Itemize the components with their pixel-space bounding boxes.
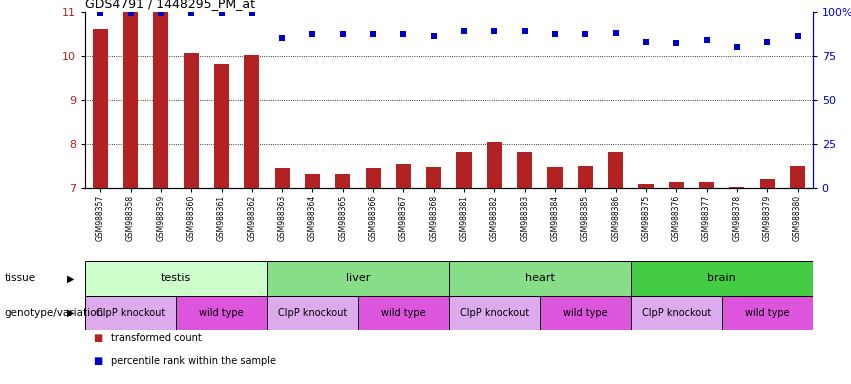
Point — [457, 28, 471, 34]
Bar — [426, 167, 442, 188]
Text: brain: brain — [707, 273, 736, 283]
Text: ClpP knockout: ClpP knockout — [460, 308, 529, 318]
Bar — [487, 142, 502, 188]
Point — [579, 31, 592, 38]
Text: wild type: wild type — [381, 308, 426, 318]
Bar — [631, 296, 722, 330]
Point — [245, 10, 259, 17]
Bar — [305, 174, 320, 188]
Text: GDS4791 / 1448295_PM_at: GDS4791 / 1448295_PM_at — [85, 0, 255, 10]
Bar — [85, 261, 267, 296]
Bar — [760, 179, 774, 188]
Text: ClpP knockout: ClpP knockout — [278, 308, 347, 318]
Bar — [153, 12, 168, 188]
Bar — [335, 174, 351, 188]
Text: ClpP knockout: ClpP knockout — [96, 308, 165, 318]
Bar — [638, 184, 654, 188]
Point — [670, 40, 683, 46]
Bar — [244, 55, 260, 188]
Point — [730, 44, 744, 50]
Bar — [790, 166, 805, 188]
Bar — [608, 152, 623, 188]
Point — [700, 37, 713, 43]
Bar — [449, 296, 540, 330]
Point — [791, 33, 804, 39]
Bar — [396, 164, 411, 188]
Text: percentile rank within the sample: percentile rank within the sample — [111, 356, 276, 366]
Point — [366, 31, 380, 38]
Bar — [517, 152, 532, 188]
Point — [397, 31, 410, 38]
Bar — [275, 168, 289, 188]
Point — [276, 35, 289, 41]
Point — [185, 10, 198, 17]
Text: testis: testis — [161, 273, 191, 283]
Bar — [699, 182, 714, 188]
Point — [154, 10, 168, 17]
Text: wild type: wild type — [563, 308, 608, 318]
Bar — [85, 296, 176, 330]
Text: heart: heart — [525, 273, 555, 283]
Bar — [631, 261, 813, 296]
Text: ▶: ▶ — [67, 308, 75, 318]
Point — [306, 31, 319, 38]
Text: wild type: wild type — [199, 308, 244, 318]
Point — [608, 30, 622, 36]
Bar — [214, 64, 229, 188]
Bar — [547, 167, 563, 188]
Point — [94, 10, 107, 17]
Point — [214, 10, 228, 17]
Bar — [540, 296, 631, 330]
Bar — [358, 296, 449, 330]
Bar — [184, 53, 199, 188]
Bar — [176, 296, 267, 330]
Bar — [578, 166, 593, 188]
Bar — [267, 296, 358, 330]
Text: ■: ■ — [94, 356, 103, 366]
Bar — [93, 29, 108, 188]
Text: transformed count: transformed count — [111, 333, 202, 343]
Point — [123, 10, 137, 17]
Bar — [123, 12, 138, 188]
Point — [518, 28, 532, 34]
Text: wild type: wild type — [745, 308, 790, 318]
Bar — [722, 296, 813, 330]
Bar — [267, 261, 448, 296]
Text: ▶: ▶ — [67, 273, 75, 283]
Point — [639, 38, 653, 45]
Text: genotype/variation: genotype/variation — [4, 308, 103, 318]
Bar — [366, 168, 380, 188]
Bar — [729, 187, 745, 188]
Text: ClpP knockout: ClpP knockout — [642, 308, 711, 318]
Text: liver: liver — [346, 273, 370, 283]
Point — [336, 31, 350, 38]
Point — [761, 38, 774, 45]
Bar — [449, 261, 631, 296]
Bar — [669, 182, 684, 188]
Bar — [456, 152, 471, 188]
Point — [548, 31, 562, 38]
Text: tissue: tissue — [4, 273, 36, 283]
Text: ■: ■ — [94, 333, 103, 343]
Point — [488, 28, 501, 34]
Point — [427, 33, 441, 39]
